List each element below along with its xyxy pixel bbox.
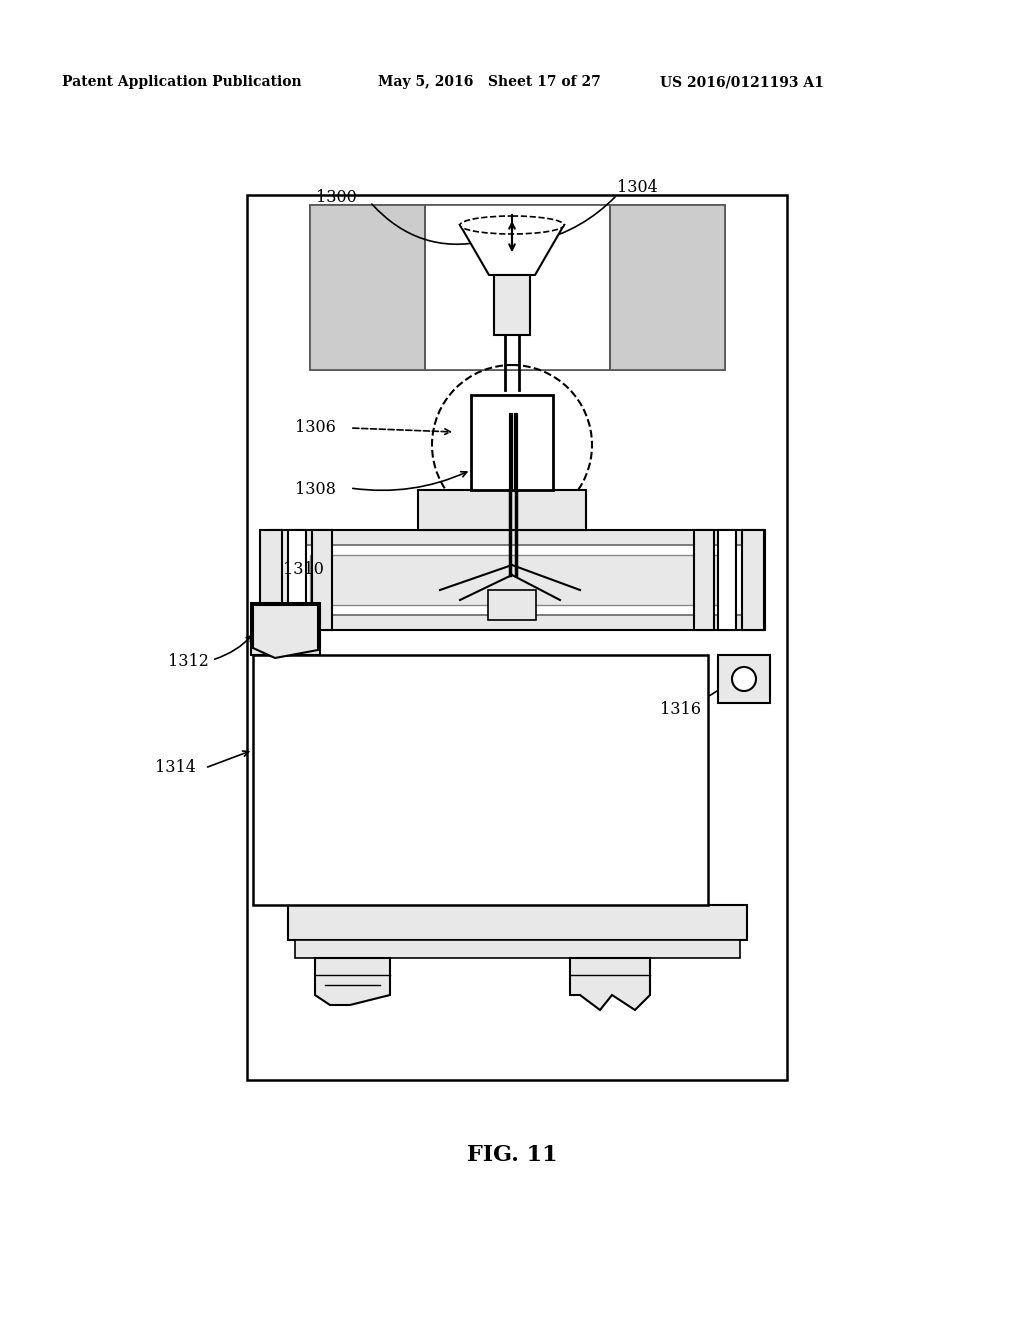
Bar	[288, 906, 746, 940]
Bar	[260, 531, 282, 630]
Polygon shape	[460, 224, 564, 275]
Bar	[471, 395, 553, 490]
Bar	[270, 531, 765, 630]
Polygon shape	[570, 958, 650, 1010]
Bar	[310, 554, 725, 605]
Text: 1306: 1306	[295, 420, 336, 437]
Circle shape	[732, 667, 756, 690]
Bar	[310, 205, 725, 370]
Bar	[290, 545, 745, 615]
Bar	[742, 531, 764, 630]
Text: 1308: 1308	[295, 482, 336, 499]
Text: 1312: 1312	[168, 653, 209, 671]
FancyBboxPatch shape	[251, 603, 319, 655]
Bar	[610, 205, 725, 370]
Text: 1314: 1314	[155, 759, 196, 776]
Text: US 2016/0121193 A1: US 2016/0121193 A1	[660, 75, 824, 88]
Text: 1316: 1316	[660, 701, 701, 718]
Bar	[418, 490, 586, 531]
Bar	[288, 531, 306, 630]
Ellipse shape	[460, 216, 564, 234]
Text: May 5, 2016   Sheet 17 of 27: May 5, 2016 Sheet 17 of 27	[378, 75, 601, 88]
Bar	[247, 195, 787, 1080]
Bar	[295, 940, 740, 958]
Text: FIG. 11: FIG. 11	[467, 1144, 557, 1166]
Bar	[253, 655, 708, 906]
Bar	[310, 205, 425, 370]
Bar	[494, 275, 530, 335]
Bar	[425, 205, 610, 370]
Text: 1300: 1300	[316, 190, 356, 206]
Bar	[610, 205, 725, 370]
Bar	[718, 655, 770, 704]
Bar	[694, 531, 714, 630]
Bar	[718, 531, 736, 630]
Polygon shape	[315, 958, 390, 1005]
Bar	[488, 590, 536, 620]
Bar	[425, 205, 610, 370]
Bar	[253, 605, 318, 653]
Text: Patent Application Publication: Patent Application Publication	[62, 75, 302, 88]
Bar	[312, 531, 332, 630]
Text: 1310: 1310	[283, 561, 324, 578]
Bar	[310, 205, 425, 370]
Text: 1304: 1304	[617, 180, 657, 197]
Polygon shape	[253, 605, 318, 657]
